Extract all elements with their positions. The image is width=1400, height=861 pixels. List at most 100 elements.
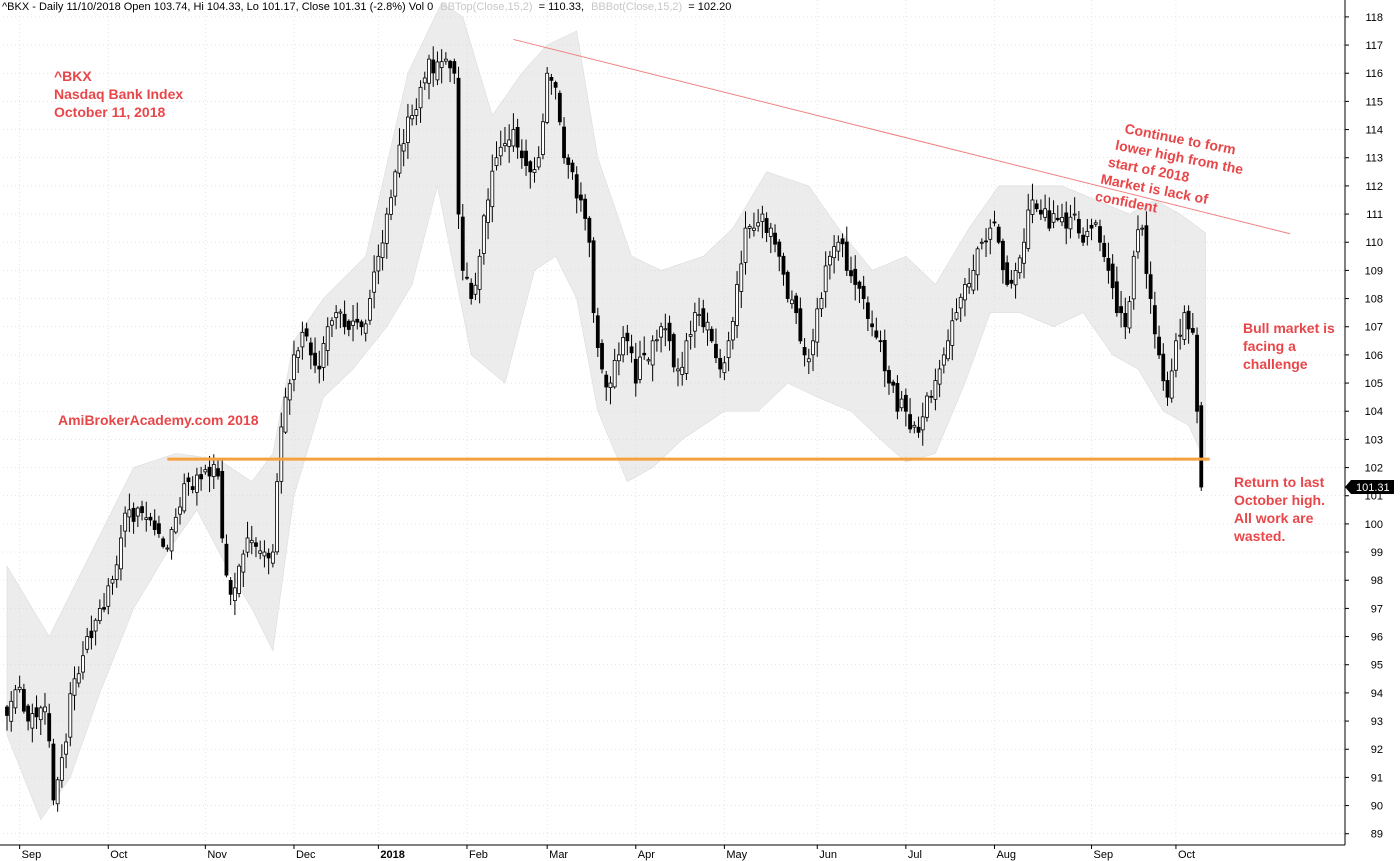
candle xyxy=(680,351,685,386)
trend-lines xyxy=(167,38,1291,461)
candle xyxy=(194,467,199,506)
candle-body-down xyxy=(102,607,106,610)
candle xyxy=(785,270,790,303)
candle-body-down xyxy=(431,59,436,74)
candle-body-up xyxy=(828,255,832,266)
annotation-bull-line2: facing a xyxy=(1243,338,1296,354)
candle xyxy=(296,347,301,373)
candle xyxy=(621,326,626,363)
candle-body-up xyxy=(76,673,81,684)
chart-grid xyxy=(3,0,1345,845)
candle-body-up xyxy=(684,340,689,374)
candle-body-up xyxy=(17,686,22,691)
price-tick-label: 98 xyxy=(1371,575,1383,587)
candle xyxy=(1186,305,1191,344)
candle-body-up xyxy=(173,516,178,533)
candle xyxy=(667,315,672,351)
candle-body-down xyxy=(908,414,912,430)
candle-body-down xyxy=(152,520,157,530)
candle xyxy=(549,73,554,95)
candle-body-down xyxy=(802,347,807,356)
candle-body-up xyxy=(279,426,284,482)
candle xyxy=(519,139,524,169)
candle-body-down xyxy=(633,358,638,384)
candle-body-down xyxy=(524,150,528,166)
candle-body-down xyxy=(1119,306,1123,314)
candle xyxy=(262,540,267,568)
candle-body-down xyxy=(549,77,554,81)
candle-body-up xyxy=(912,424,917,428)
candle-body-down xyxy=(718,357,723,370)
candle xyxy=(1182,305,1187,345)
candle xyxy=(1140,224,1145,236)
candle xyxy=(465,262,469,281)
candle-body-up xyxy=(249,540,254,544)
candle xyxy=(498,130,503,166)
time-tick-label: Dec xyxy=(296,849,316,861)
candle-body-up xyxy=(481,215,486,254)
price-tick-label: 105 xyxy=(1365,378,1383,390)
candle xyxy=(342,300,347,335)
candle xyxy=(1093,219,1098,228)
candle-body-down xyxy=(870,323,874,328)
candle-body-up xyxy=(490,170,495,208)
candle xyxy=(228,576,233,606)
candle-body-down xyxy=(874,330,879,338)
candle-body-up xyxy=(608,382,613,389)
candle xyxy=(663,313,668,347)
candle xyxy=(372,255,377,309)
candle xyxy=(684,332,689,381)
candle xyxy=(1152,291,1157,349)
candle xyxy=(908,398,912,434)
candle xyxy=(1009,270,1014,289)
candle-body-up xyxy=(68,693,73,738)
annotation-bull-line1: Bull market is xyxy=(1243,320,1335,336)
candle-body-up xyxy=(954,312,959,320)
candle xyxy=(258,540,263,560)
candle-body-up xyxy=(950,320,955,346)
candle xyxy=(971,254,976,295)
candle xyxy=(443,52,448,65)
annotation-return-line1: Return to last xyxy=(1234,474,1325,490)
candle-body-down xyxy=(1098,226,1102,243)
candle xyxy=(963,277,967,317)
candle-body-up xyxy=(393,171,398,197)
candle-body-up xyxy=(1140,227,1145,230)
price-tick-label: 108 xyxy=(1365,294,1383,306)
candle xyxy=(587,216,592,258)
candle-body-up xyxy=(899,398,904,409)
candle xyxy=(1169,358,1174,403)
candle-body-up xyxy=(477,255,482,290)
candle xyxy=(1131,250,1136,310)
candle xyxy=(494,141,499,171)
candle-body-up xyxy=(283,396,288,433)
candle xyxy=(85,627,90,654)
candle-body-down xyxy=(629,346,634,354)
trend-line xyxy=(513,38,1291,235)
candle-body-down xyxy=(1009,279,1014,284)
candle xyxy=(950,308,955,361)
candle xyxy=(861,275,866,310)
candle xyxy=(887,365,891,395)
candle-body-down xyxy=(865,302,870,319)
candle xyxy=(524,139,528,176)
candle xyxy=(456,66,461,229)
candle-body-up xyxy=(110,579,115,584)
candle-body-up xyxy=(262,551,267,557)
candle-body-down xyxy=(216,468,220,477)
candle-body-up xyxy=(169,529,174,552)
candle-body-up xyxy=(1072,213,1077,216)
candle xyxy=(351,304,355,342)
candle-body-up xyxy=(473,284,478,295)
candle-body-up xyxy=(532,169,537,173)
candle-body-down xyxy=(452,61,457,74)
price-tick-label: 117 xyxy=(1365,40,1383,52)
price-tick-label: 89 xyxy=(1371,829,1383,841)
candle-body-down xyxy=(591,240,596,314)
candle xyxy=(806,348,811,375)
candle-body-down xyxy=(140,506,144,514)
candle xyxy=(570,159,575,180)
candle xyxy=(692,302,697,348)
candle-body-up xyxy=(920,416,925,431)
